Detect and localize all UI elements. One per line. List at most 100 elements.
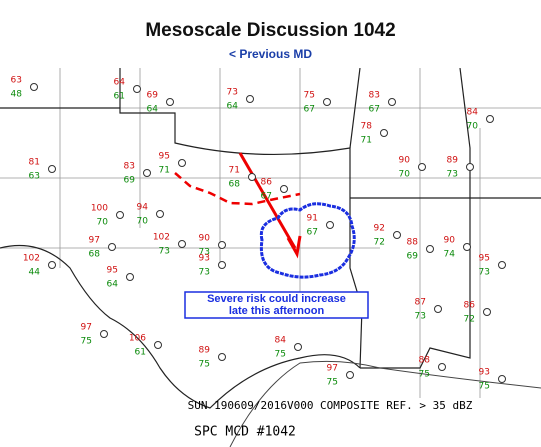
station-dew: 69 [407, 252, 419, 262]
station-dew: 69 [124, 176, 136, 186]
station-dew: 73 [199, 268, 210, 278]
station-marker [218, 353, 226, 361]
station-marker [498, 375, 506, 383]
motion-arrow [238, 152, 297, 249]
station-marker [248, 173, 256, 181]
station-marker [393, 231, 401, 239]
station-marker [133, 85, 141, 93]
station-temp: 106 [129, 334, 146, 344]
station-temp: 83 [369, 91, 380, 101]
station-marker [380, 129, 388, 137]
station-dew: 70 [97, 218, 109, 228]
station-dew: 71 [159, 166, 170, 176]
station-temp: 92 [374, 224, 385, 234]
station-dew: 73 [199, 248, 210, 258]
outflow-boundary [174, 172, 301, 206]
map-background [0, 68, 541, 447]
station-dew: 72 [374, 238, 385, 248]
station-marker [323, 98, 331, 106]
map: Severe risk could increase late this aft… [0, 68, 541, 447]
station-marker [154, 341, 162, 349]
station-dew: 70 [137, 217, 149, 227]
station-dew: 68 [89, 250, 101, 260]
station-temp: 90 [444, 236, 456, 246]
station-dew: 75 [479, 382, 490, 392]
station-marker [418, 163, 426, 171]
station-dew: 70 [399, 170, 411, 180]
station-marker [483, 308, 491, 316]
station-temp: 69 [147, 91, 159, 101]
station-marker [30, 83, 38, 91]
station-marker [463, 243, 471, 251]
station-temp: 73 [227, 88, 238, 98]
station-marker [48, 165, 56, 173]
station-temp: 97 [327, 364, 338, 374]
station-temp: 84 [275, 336, 287, 346]
station-dew: 67 [369, 105, 380, 115]
station-temp: 84 [467, 108, 479, 118]
station-temp: 94 [137, 203, 149, 213]
station-temp: 89 [199, 346, 211, 356]
station-temp: 88 [407, 238, 419, 248]
station-dew: 64 [147, 105, 159, 115]
station-temp: 90 [199, 234, 211, 244]
station-marker [434, 305, 442, 313]
station-marker [166, 98, 174, 106]
station-temp: 78 [361, 122, 373, 132]
annotation: Severe risk could increase late this aft… [207, 293, 346, 317]
station-temp: 102 [23, 254, 40, 264]
station-temp: 102 [153, 233, 170, 243]
station-dew: 70 [467, 122, 479, 132]
station-temp: 86 [464, 301, 476, 311]
station-dew: 75 [81, 337, 92, 347]
station-dew: 64 [107, 280, 119, 290]
station-dew: 73 [447, 170, 458, 180]
station-temp: 81 [29, 158, 40, 168]
station-marker [100, 330, 108, 338]
station-dew: 73 [415, 312, 426, 322]
station-marker [294, 343, 302, 351]
station-temp: 97 [81, 323, 92, 333]
station-temp: 95 [107, 266, 118, 276]
product-id: SPC MCD #1042 [194, 425, 296, 440]
station-marker [246, 95, 254, 103]
station-dew: 44 [29, 268, 41, 278]
annotation-wrap: Severe risk could increase late this aft… [207, 293, 346, 317]
station-marker [48, 261, 56, 269]
previous-md-link[interactable]: < Previous MD [228, 47, 313, 61]
state-borders [0, 68, 541, 409]
station-marker [498, 261, 506, 269]
station-marker [388, 98, 396, 106]
county-borders [0, 68, 541, 398]
station-temp: 93 [199, 254, 210, 264]
station-dew: 75 [199, 360, 210, 370]
station-marker [156, 210, 164, 218]
station-temp: 100 [91, 204, 108, 214]
station-dew: 71 [361, 136, 372, 146]
station-dew: 67 [304, 105, 315, 115]
station-marker [116, 211, 124, 219]
station-dew: 75 [419, 370, 430, 380]
station-marker [143, 169, 151, 177]
station-dew: 72 [464, 315, 475, 325]
station-temp: 86 [261, 178, 273, 188]
annotation-box [184, 291, 369, 319]
station-temp: 95 [159, 152, 170, 162]
station-marker [486, 115, 494, 123]
station-dew: 63 [29, 172, 40, 182]
station-dew: 75 [327, 378, 338, 388]
station-dew: 64 [227, 102, 239, 112]
station-dew: 74 [444, 250, 456, 260]
station-marker [108, 243, 116, 251]
station-dew: 67 [307, 228, 318, 238]
station-temp: 63 [11, 76, 22, 86]
station-temp: 87 [415, 298, 426, 308]
station-marker [126, 273, 134, 281]
station-marker [426, 245, 434, 253]
station-marker [438, 363, 446, 371]
station-dew: 75 [275, 350, 286, 360]
station-temp: 93 [479, 368, 490, 378]
coastline [229, 360, 541, 447]
page-title: Mesoscale Discussion 1042 [145, 20, 396, 41]
